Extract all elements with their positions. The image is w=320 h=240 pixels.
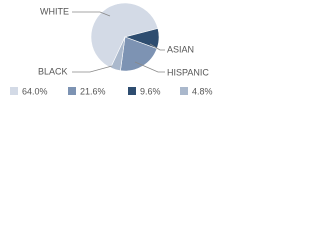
leader-line (149, 43, 165, 51)
legend-value: 4.8% (192, 86, 213, 96)
leader-line (72, 65, 113, 73)
pie-slice (110, 36, 126, 72)
legend-swatch (180, 87, 188, 95)
slice-label: ASIAN (167, 44, 194, 54)
legend-swatch (10, 87, 18, 95)
slices (90, 2, 160, 72)
legend-value: 9.6% (140, 86, 161, 96)
slice-label: WHITE (40, 6, 69, 16)
legend: 64.0% 21.6% 9.6% 4.8% (10, 86, 213, 96)
slice-label: BLACK (38, 66, 68, 76)
pie-slice (90, 2, 159, 69)
legend-swatch (68, 87, 76, 95)
pie-slice (120, 36, 158, 72)
legend-value: 21.6% (80, 86, 106, 96)
legend-value: 64.0% (22, 86, 48, 96)
leader-line (134, 61, 165, 73)
legend-swatch (128, 87, 136, 95)
slice-label: HISPANIC (167, 67, 209, 77)
chart: WHITE ASIAN HISPANIC BLACK 64.0% 21.6% 9.6… (10, 2, 213, 96)
leader-line (72, 11, 111, 17)
